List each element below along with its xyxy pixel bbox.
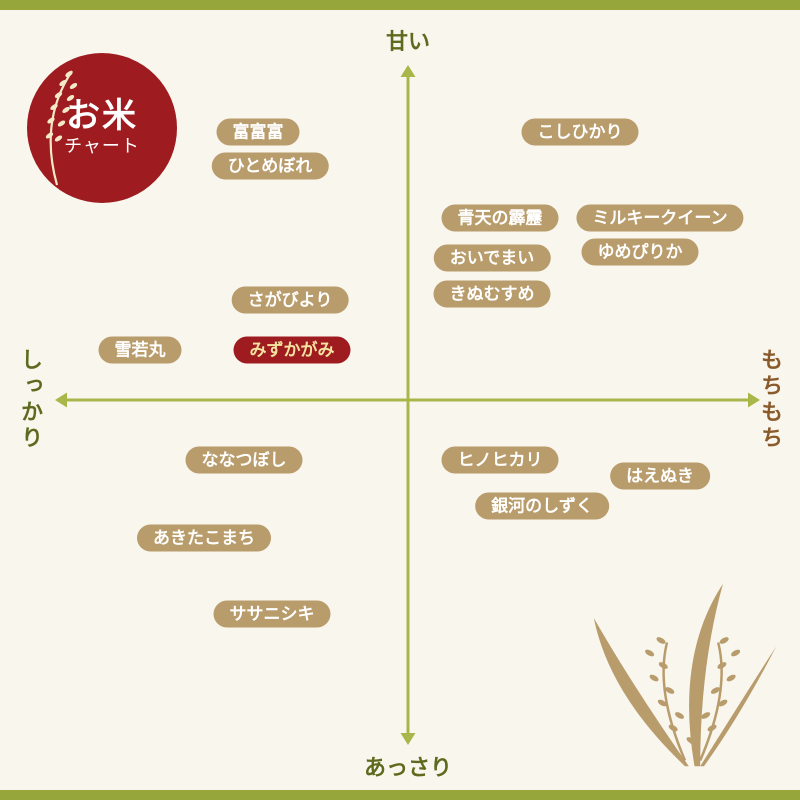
rice-item: みずかがみ xyxy=(234,337,351,364)
rice-item: ヒノヒカリ xyxy=(442,447,559,474)
rice-item: 銀河のしずく xyxy=(475,493,609,520)
rice-item: ミルキークイーン xyxy=(576,205,743,232)
rice-item: 青天の霹靂 xyxy=(442,205,559,232)
chart-area: 甘い あっさり しっかり もちもち お米 チャート 富富富ひとめぼれこしひかり青… xyxy=(0,10,800,790)
rice-item: はえぬき xyxy=(610,463,710,490)
rice-item: おいでまい xyxy=(434,245,551,272)
rice-item: ななつぼし xyxy=(186,447,303,474)
rice-items-layer: 富富富ひとめぼれ こしひかり青天の霹靂ミルキークイーンおいでまい ゆめぴりかきぬむす… xyxy=(0,10,800,790)
rice-item: あきたこまち xyxy=(137,525,271,552)
rice-chart-frame: 甘い あっさり しっかり もちもち お米 チャート 富富富ひとめぼれこしひかり青… xyxy=(0,0,800,800)
rice-item: 富富富 xyxy=(217,119,300,146)
rice-item: さがびより xyxy=(232,287,349,314)
rice-item: こしひかり xyxy=(522,119,639,146)
rice-item: 雪若丸 xyxy=(99,337,182,364)
top-border-bar xyxy=(0,0,800,10)
rice-item: ササニシキ xyxy=(214,601,331,628)
rice-item: きぬむすめ xyxy=(434,281,551,308)
bottom-border-bar xyxy=(0,790,800,800)
rice-item: ひとめぼれ xyxy=(212,153,329,180)
rice-item: ゆめぴりか xyxy=(582,239,699,266)
